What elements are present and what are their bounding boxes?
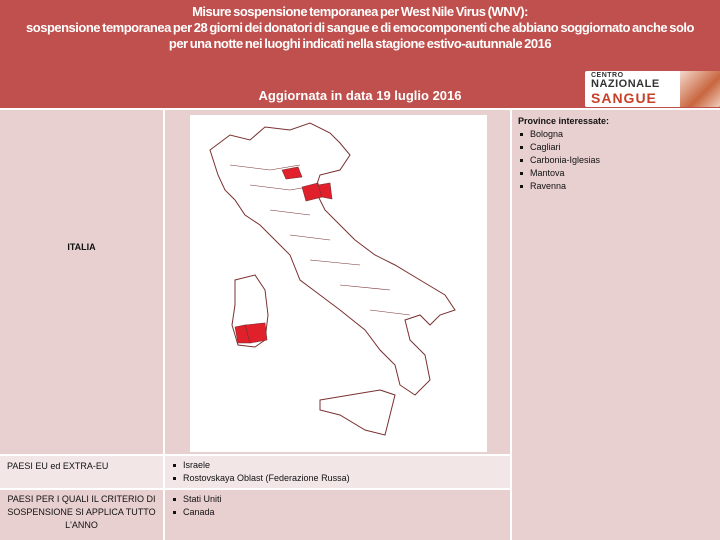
centro-nazionale-sangue-logo: CENTRO NAZIONALE SANGUE [585,71,720,107]
provinces-title: Province interessate: [518,116,610,126]
row-eu-label-cell: PAESI EU ed EXTRA-EU [0,456,163,488]
list-item: Canada [171,506,504,519]
row-label: PAESI EU ed EXTRA-EU [7,461,109,471]
italy-map [190,115,487,452]
list-item: Cagliari [518,141,714,154]
sardinia-outline [231,274,269,348]
row-italia-label-cell: ITALIA [0,110,163,454]
list-item: Bologna [518,128,714,141]
mainland-outline [209,122,456,396]
list-item: Carbonia-Iglesias [518,154,714,167]
mantova-region [281,166,303,180]
header: Misure sospensione temporanea per West N… [0,0,720,108]
updated-date: Aggiornata in data 19 luglio 2016 [258,88,462,103]
italy-map-svg [209,122,456,436]
provinces-list: Bologna Cagliari Carbonia-Iglesias Manto… [518,128,714,193]
row-yearround-items-cell: Stati Uniti Canada [165,490,510,540]
row-label: ITALIA [67,242,96,252]
list-item: Israele [171,459,504,472]
list-item: Stati Uniti [171,493,504,506]
carbonia-iglesias-region [234,324,251,344]
row-eu-items-cell: Israele Rostovskaya Oblast (Federazione … [165,456,510,488]
ravenna-region [317,182,333,200]
title-line-1: Misure sospensione temporanea per West N… [192,4,528,19]
provinces-cell: Province interessate: Bologna Cagliari C… [512,110,720,540]
region-borders [229,164,411,316]
title-block: Misure sospensione temporanea per West N… [0,4,720,52]
list-item: Mantova [518,167,714,180]
sicily-outline [319,389,396,436]
logo-artwork [680,71,720,107]
row-label: PAESI PER I QUALI IL CRITERIO DI SOSPENS… [7,494,156,530]
row-yearround-label-cell: PAESI PER I QUALI IL CRITERIO DI SOSPENS… [0,490,163,540]
title-line-2: sospensione temporanea per 28 giorni dei… [26,20,694,35]
title-line-3: per una notte nei luoghi indicati nella … [168,36,552,51]
list-item: Ravenna [518,180,714,193]
list-item: Rostovskaya Oblast (Federazione Russa) [171,472,504,485]
